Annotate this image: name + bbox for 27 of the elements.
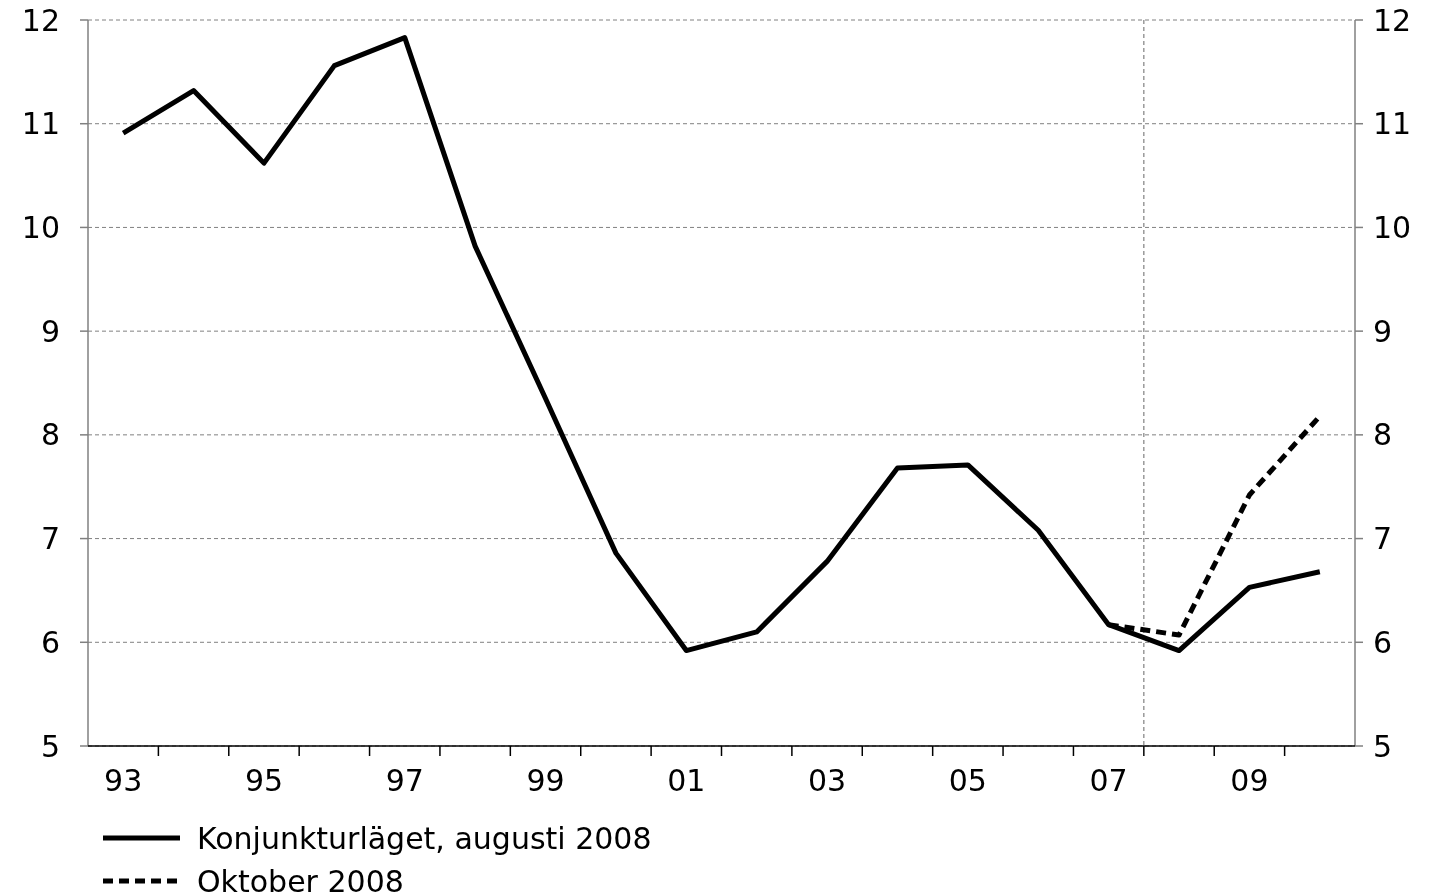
x-tick-label: 01 xyxy=(667,763,706,798)
y2-tick-label: 9 xyxy=(1373,313,1393,349)
y-tick-label: 9 xyxy=(40,313,60,349)
y-tick-label: 8 xyxy=(40,417,60,453)
y2-tick-label: 6 xyxy=(1373,624,1393,660)
y-tick-label: 5 xyxy=(40,728,60,764)
y2-tick-label: 5 xyxy=(1373,728,1393,764)
x-tick-label: 93 xyxy=(104,763,143,798)
x-tick-label: 95 xyxy=(244,763,284,798)
y2-tick-label: 11 xyxy=(1373,106,1412,142)
x-tick-label: 07 xyxy=(1089,763,1128,798)
x-tick-label: 97 xyxy=(385,763,424,798)
y-tick-label: 11 xyxy=(21,106,60,142)
y2-tick-label: 7 xyxy=(1373,521,1393,557)
y-tick-label: 10 xyxy=(21,209,60,245)
y2-tick-label: 10 xyxy=(1373,209,1412,245)
y-tick-label: 6 xyxy=(40,624,60,660)
legend-label: Oktober 2008 xyxy=(197,863,404,896)
x-tick-label: 05 xyxy=(948,763,987,798)
y-tick-label: 12 xyxy=(21,2,60,38)
y-tick-label: 7 xyxy=(40,521,60,557)
y2-tick-label: 8 xyxy=(1373,417,1393,453)
x-tick-label: 03 xyxy=(807,763,847,798)
legend-label: Konjunkturläget, augusti 2008 xyxy=(197,820,652,856)
x-tick-label: 99 xyxy=(526,763,565,798)
x-tick-label: 09 xyxy=(1230,763,1269,798)
y2-tick-label: 12 xyxy=(1373,2,1412,38)
